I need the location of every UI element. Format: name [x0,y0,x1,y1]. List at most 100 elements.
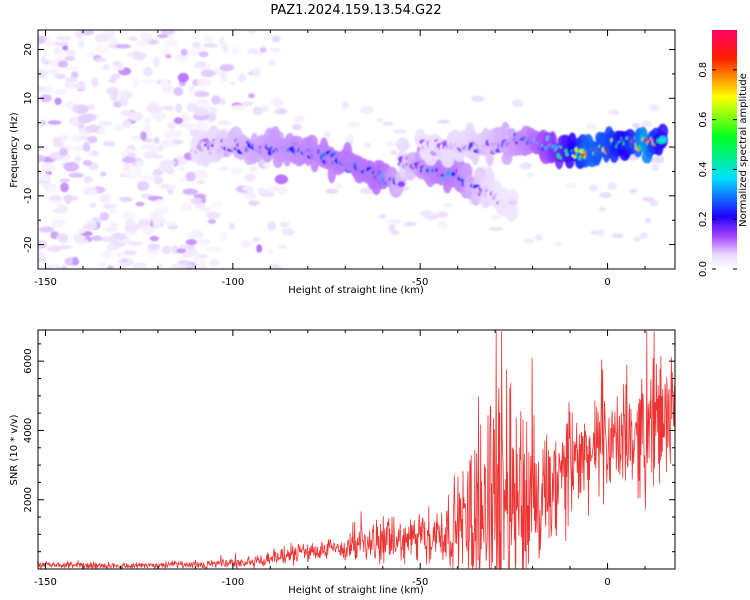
heatmap-cell [241,101,254,107]
x-tick-label: -150 [34,577,57,588]
heatmap-cell [390,149,398,155]
heatmap-cell [40,119,47,126]
heatmap-cell [641,120,653,128]
heatmap-cell [152,57,160,67]
x-tick-label: -100 [221,577,244,588]
heatmap-cell [99,193,112,204]
heatmap-cell [218,166,229,172]
heatmap-cell [159,183,170,190]
heatmap-cell [109,222,120,227]
heatmap-cell [201,207,211,212]
heatmap-cell [291,123,302,131]
heatmap-cell [648,104,661,112]
heatmap-cell [102,204,119,209]
heatmap-cell [229,81,237,86]
heatmap-cell [651,163,659,172]
heatmap-cell [177,166,185,171]
heatmap-cell [132,78,139,88]
heatmap-cell [83,186,98,196]
heatmap-cell [91,150,99,156]
heatmap-cell [341,101,350,109]
heatmap-cell [211,201,223,209]
heatmap-cell [141,79,157,84]
y-tick-label: -20 [23,236,34,252]
heatmap-cell [69,133,83,143]
x-tick-label: -50 [412,277,428,288]
heatmap-cell [135,201,145,207]
heatmap-cell [173,86,184,97]
heatmap-cell [632,123,640,128]
heatmap-cell [652,156,665,164]
heatmap-cell [244,173,256,182]
x-tick-label: -150 [34,277,57,288]
heatmap-cell [403,221,417,227]
colorbar-tick-label: 0.0 [698,261,709,277]
heatmap-cell [138,218,151,228]
heatmap-cell [230,166,244,176]
heatmap-cell [50,219,66,228]
heatmap-cell [117,263,127,269]
heatmap-cell [176,248,186,254]
heatmap-cell [107,265,114,269]
heatmap-cell [68,172,85,178]
heatmap-cell [96,44,109,54]
heatmap-cell [197,238,211,246]
heatmap-cell [206,246,223,252]
heatmap-cell [127,240,144,246]
heatmap-cell [586,123,597,130]
y-tick-label: 6000 [23,348,34,373]
heatmap-cell [436,211,449,218]
heatmap-cell [489,226,503,232]
heatmap-cell [491,214,502,221]
heatmap-cell [47,120,62,125]
heatmap-cell [103,226,119,233]
heatmap-cell [268,58,276,67]
x-tick-label: 0 [604,277,610,288]
heatmap-cell [40,56,47,65]
heatmap-cell [103,250,112,259]
heatmap-cell [555,241,563,247]
heatmap-cell [118,90,134,100]
y-tick-label: 2000 [23,487,34,512]
heatmap-cell [205,211,221,219]
heatmap-cell [198,51,209,58]
heatmap-cell [268,47,281,52]
heatmap-y-ticks: -20 -10 0 10 20 [23,43,675,270]
heatmap-cell [139,32,153,41]
heatmap-cell [153,136,160,145]
heatmap-cell [240,240,254,248]
x-tick-label: -100 [221,277,244,288]
heatmap-cell [114,65,125,71]
heatmap-cell [219,232,228,242]
heatmap-cell [160,139,174,148]
heatmap-cell [252,106,264,116]
heatmap-cell [611,233,624,239]
heatmap-cell [185,239,197,245]
heatmap-cell [82,224,98,231]
heatmap-cell [141,225,154,236]
colorbar-tick-label: 0.2 [698,211,709,227]
heatmap-cell [252,67,262,78]
y-tick-label: 20 [23,43,34,56]
heatmap-cell [64,101,76,109]
heatmap-cell [48,195,62,202]
heatmap-cell [180,202,192,212]
heatmap-cell [106,86,119,96]
heatmap-cell [110,73,121,80]
snr-y-ticks: 2000 4000 6000 [23,343,675,553]
heatmap-cell [160,30,175,36]
heatmap-cell [72,82,86,90]
heatmap-cell [81,113,97,122]
colorbar: 0.0 0.2 0.4 0.6 0.8 Normalized spectral ampl… [698,30,749,277]
heatmap-cell [218,36,225,46]
heatmap-cell [77,228,86,234]
heatmap-cell [256,187,269,194]
snr-x-ticks: -150 -100 -50 0 [34,330,646,588]
heatmap-cell [267,221,277,231]
heatmap-cell [110,37,118,44]
heatmap-cell [376,117,384,123]
heatmap-cell [142,150,157,159]
heatmap-cell [203,35,214,43]
heatmap-cell [281,228,294,233]
heatmap-cell [166,221,176,226]
